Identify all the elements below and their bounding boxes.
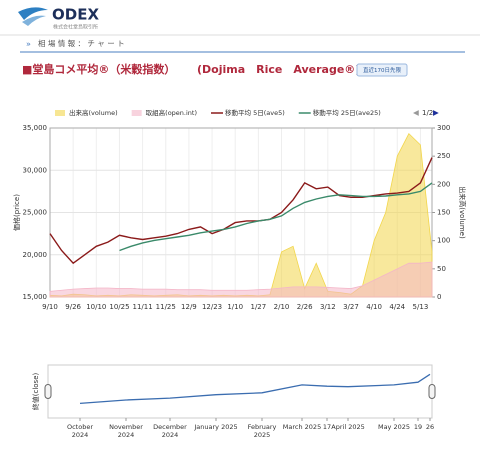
y-tick-label: 20,000 — [23, 251, 48, 259]
navigator-x-label: February 2025 — [247, 423, 277, 439]
x-tick-label: 4/10 — [366, 303, 382, 311]
x-tick-label: 12/9 — [181, 303, 197, 311]
logo-mark — [22, 15, 46, 26]
navigator-x-label: 17 — [322, 423, 332, 431]
navigator-x-label: 26 — [425, 423, 435, 431]
x-tick-label: 2/26 — [297, 303, 313, 311]
navigator-handle[interactable] — [44, 384, 52, 399]
y2-tick-label: 200 — [437, 180, 450, 188]
x-tick-label: 10/10 — [86, 303, 106, 311]
x-tick-label: 9/10 — [42, 303, 58, 311]
x-tick-label: 1/10 — [227, 303, 243, 311]
pager-next[interactable]: ▶ — [433, 108, 439, 117]
navigator-x-label: October 2024 — [66, 423, 93, 439]
legend-label: 取組高(open.int) — [146, 108, 197, 117]
legend-label: 出来高(volume) — [69, 108, 118, 117]
area — [49, 132, 433, 298]
x-tick-label: 2/10 — [274, 303, 290, 311]
x-tick-label: 3/27 — [343, 303, 359, 311]
pager-prev[interactable]: ◀ — [413, 108, 419, 117]
x-tick-label: 9/26 — [65, 303, 81, 311]
navigator-x-label: December 2024 — [153, 423, 187, 439]
area — [49, 261, 433, 298]
x-tick-label: 3/12 — [320, 303, 336, 311]
x-tick-label: 11/25 — [156, 303, 176, 311]
company: 株式会社堂島取引所 — [53, 24, 98, 31]
icon: » — [26, 40, 31, 49]
navigator-frame — [47, 364, 433, 419]
y-tick-label: 35,000 — [23, 124, 48, 132]
badge-box[interactable] — [356, 63, 408, 77]
y2-tick-label: 150 — [437, 209, 450, 217]
line — [119, 182, 433, 252]
badge[interactable]: 直近170日先限 — [363, 66, 401, 74]
breadcrumb: 相 場 情 報 ： チ ャ ー ト — [38, 38, 125, 48]
y2-tick-label: 300 — [437, 124, 450, 132]
y-axis-label: 価格(price) — [12, 194, 21, 231]
x-tick-label: 5/13 — [413, 303, 429, 311]
x-tick-label: 4/24 — [389, 303, 405, 311]
logo[interactable]: ODEX — [52, 6, 99, 24]
legend-label: 移動平均 25日(ave25) — [313, 108, 381, 117]
x-tick-label: 11/11 — [133, 303, 153, 311]
navigator-x-label: 19 — [413, 423, 423, 431]
y-tick-label: 25,000 — [23, 209, 48, 217]
y2-tick-label: 50 — [437, 265, 446, 273]
y2-tick-label: 100 — [437, 237, 450, 245]
logo-mark — [18, 7, 48, 20]
legend-swatch — [55, 110, 65, 116]
navigator-x-label: April 2025 — [331, 423, 365, 431]
page-title-en: (Dojima Rice Average®) — [197, 63, 360, 76]
y2-tick-label: 0 — [437, 293, 441, 301]
page-title: ■堂島コメ平均®（米穀指数） — [22, 62, 175, 76]
x-tick-label: 10/25 — [109, 303, 129, 311]
navigator-x-label: March 2025 — [282, 423, 322, 431]
legend-label: 移動平均 5日(ave5) — [225, 108, 285, 117]
navigator-y-label: 終値(close) — [31, 372, 40, 410]
y-tick-label: 30,000 — [23, 166, 48, 174]
y-tick-label: 15,000 — [23, 293, 48, 301]
pager: 1/2 — [422, 109, 433, 117]
legend-swatch — [131, 110, 142, 116]
navigator-x-label: January 2025 — [194, 423, 238, 431]
navigator-line — [79, 373, 431, 405]
x-tick-label: 1/27 — [250, 303, 266, 311]
navigator-x-label: November 2024 — [109, 423, 143, 439]
y2-axis-label: 出来高(volume) — [458, 186, 467, 239]
x-tick-label: 12/23 — [202, 303, 222, 311]
navigator-handle[interactable] — [428, 384, 436, 399]
y2-tick-label: 250 — [437, 152, 450, 160]
navigator-x-label: May 2025 — [377, 423, 411, 431]
